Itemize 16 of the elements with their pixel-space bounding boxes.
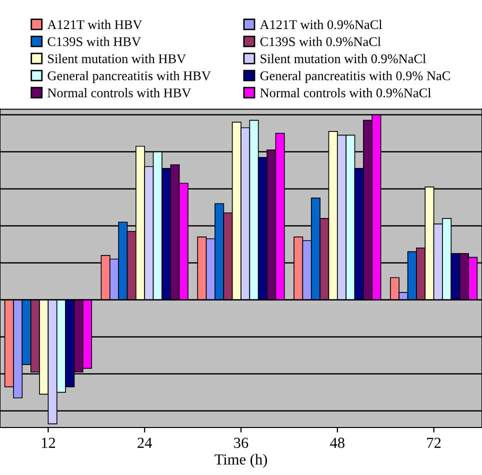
x-tick-label: 48 (330, 438, 344, 448)
legend-label: General pancreatitis with HBV (48, 70, 211, 83)
legend-label: A121T with 0.9%NaCl (260, 20, 382, 30)
x-tick-label: 36 (234, 438, 248, 448)
x-tick-label: 72 (427, 438, 441, 448)
legend-label: General pancreatitis with 0.9% NaC (260, 70, 450, 83)
legend-label: Silent mutation with 0.9%NaCl (260, 54, 426, 64)
x-tick-label: 24 (138, 438, 152, 448)
x-tick-label: 12 (42, 438, 55, 448)
legend-label: C139S with HBV (48, 36, 141, 46)
legend-label: Silent mutation with HBV (48, 54, 186, 64)
legend-label: Normal controls with HBV (48, 88, 192, 98)
x-axis-title: Time (h) (214, 454, 267, 468)
legend-label: C139S with 0.9%NaCl (260, 36, 381, 46)
legend-label: Normal controls with 0.9%NaCl (260, 88, 432, 98)
legend-label: A121T with HBV (47, 20, 142, 30)
